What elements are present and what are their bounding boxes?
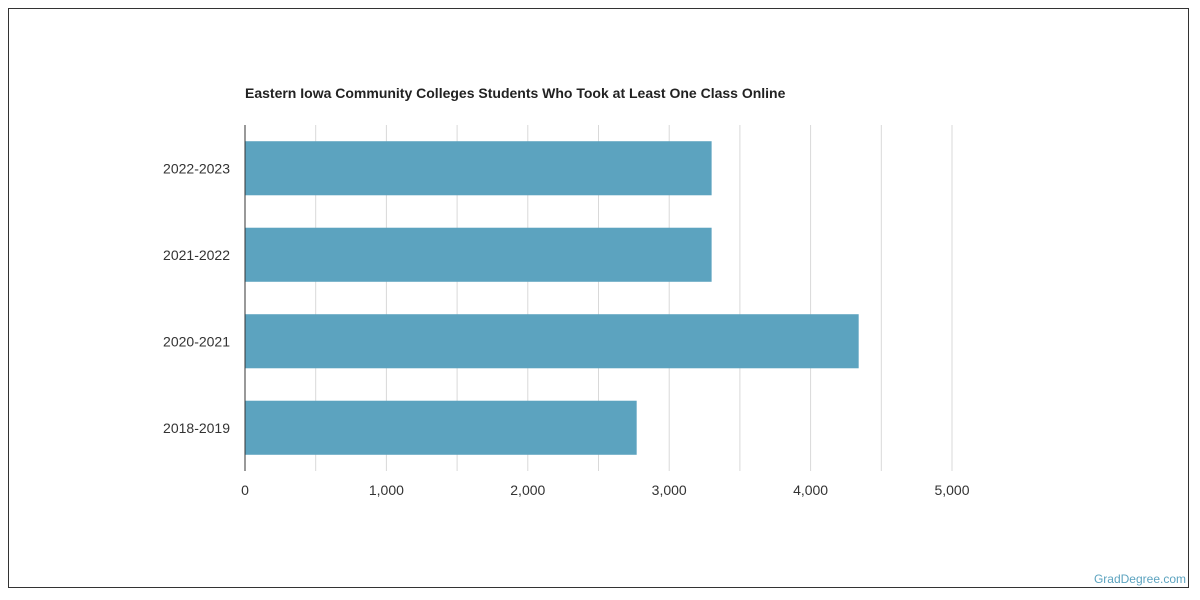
- bar-2020-2021[interactable]: [245, 314, 859, 369]
- bar-2018-2019[interactable]: [245, 400, 637, 455]
- y-axis-labels: 2022-2023 2021-2022 2020-2021 2018-2019: [163, 160, 230, 436]
- x-axis-labels: 0 1,000 2,000 3,000 4,000 5,000: [241, 482, 970, 498]
- y-tick-label: 2021-2022: [163, 247, 230, 263]
- x-tick-label: 3,000: [652, 482, 687, 498]
- y-tick-label: 2022-2023: [163, 160, 230, 176]
- y-tick-label: 2018-2019: [163, 420, 230, 436]
- bar-2021-2022[interactable]: [245, 227, 712, 282]
- watermark-link[interactable]: GradDegree.com: [1093, 572, 1186, 586]
- x-tick-label: 1,000: [369, 482, 404, 498]
- y-tick-label: 2020-2021: [163, 333, 230, 349]
- chart-title: Eastern Iowa Community Colleges Students…: [245, 85, 786, 101]
- x-tick-label: 4,000: [793, 482, 828, 498]
- x-tick-label: 2,000: [510, 482, 545, 498]
- bars: [245, 141, 859, 455]
- x-tick-label: 5,000: [934, 482, 969, 498]
- x-tick-label: 0: [241, 482, 249, 498]
- bar-2022-2023[interactable]: [245, 141, 712, 196]
